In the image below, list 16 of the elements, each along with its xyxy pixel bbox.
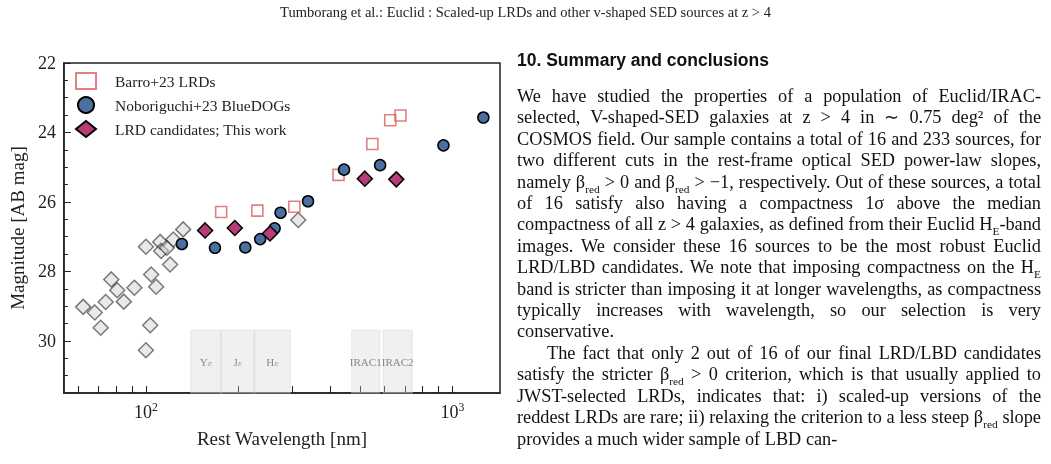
- text: The fact that only 2 out of 16 of our final LRD/LBD candidates satisfy the stricter β$_{red}$ > 0 criterion, which is that usually applied to JWST-selected LRDs, indicates that: i) scaled-up versions of the reddest LRDs are rare; ii) relaxing the criterion to a less steep β$_{red}$ slope provides a much wider sample of LBD can-: [517, 342, 1041, 449]
- legend-label: LRD candidates; This work: [115, 120, 287, 138]
- band-label: IRAC2: [381, 355, 414, 368]
- legend-label: Barro+23 LRDs: [115, 72, 216, 90]
- y-tick-label: 24: [37, 122, 56, 143]
- y-tick-label: 28: [37, 261, 56, 282]
- legend-label: Noboriguchi+23 BlueDOGs: [115, 96, 291, 114]
- y-tick-label: 30: [37, 330, 56, 351]
- y-axis-title: Magnitude [AB mag]: [7, 146, 28, 310]
- y-tick-label: 22: [37, 53, 56, 73]
- band-label: IRAC1: [349, 355, 382, 368]
- text: We have studied the properties of a population of Euclid/IRAC-selected, V-shaped-SED galaxies at z > 4 in ∼ 0.75 deg² of the COSMOS field. Our sample contains a total of 16 and 233 sources, for two different cuts in the rest-frame optical SED power-law slopes, namely β$_{red}$ > 0 and β$_{red}$ > −1, respectively. Out of these sources, a total of 16 satisfy also having a compactness 1σ above the median compactness of all z > 4 galaxies, as defined from their Euclid H$_{E}$-band images. We consider these 16 sources to be the most robust Euclid LRD/LBD candidates. We note that imposing compactness on the H$_{E}$ band is stricter than imposing it at longer wavelengths, as compactness typically increases with wavelength, so our selection is very conservative.: [517, 86, 1041, 342]
- text: 10. Summary and conclusions: [517, 50, 770, 71]
- chart-title: Tumborang et al.: Euclid : Scaled-up LRDs and other v-shaped SED sources at z > 4: [279, 4, 772, 21]
- x-axis-title: Rest Wavelength [nm]: [196, 428, 368, 449]
- y-tick-label: 26: [37, 191, 56, 212]
